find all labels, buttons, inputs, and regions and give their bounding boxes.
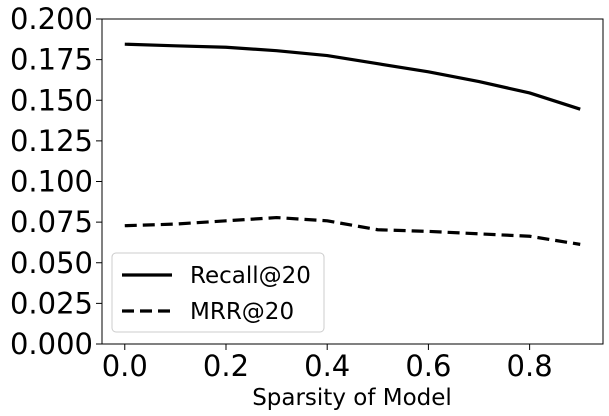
x-tick-label: 0.0 [102,349,148,383]
y-tick-label: 0.175 [10,43,93,77]
legend-label: MRR@20 [190,299,294,325]
x-axis-label: Sparsity of Model [252,385,452,411]
y-tick-label: 0.050 [10,246,93,280]
y-tick-label: 0.075 [10,205,93,239]
y-tick-label: 0.100 [10,165,93,199]
y-tick-label: 0.025 [10,286,93,320]
x-axis: 0.0 0.2 0.4 0.6 0.8 [102,344,553,383]
x-tick-label: 0.6 [405,349,451,383]
series-lines [124,42,581,246]
legend-label: Recall@20 [190,263,311,289]
y-axis: 0.000 0.025 0.050 0.075 0.100 0.125 0.150 0.175… [10,2,102,361]
x-tick-label: 0.2 [203,349,249,383]
y-tick-label: 0.150 [10,83,93,117]
legend: Recall@20 MRR@20 [111,252,325,333]
x-tick-label: 0.4 [304,349,350,383]
y-tick-label: 0.000 [10,327,93,361]
y-tick-label: 0.200 [10,2,93,36]
series-line-recall-20 [124,42,581,111]
x-tick-label: 0.8 [507,349,553,383]
series-line-mrr-20 [124,215,581,246]
y-tick-label: 0.125 [10,124,93,158]
